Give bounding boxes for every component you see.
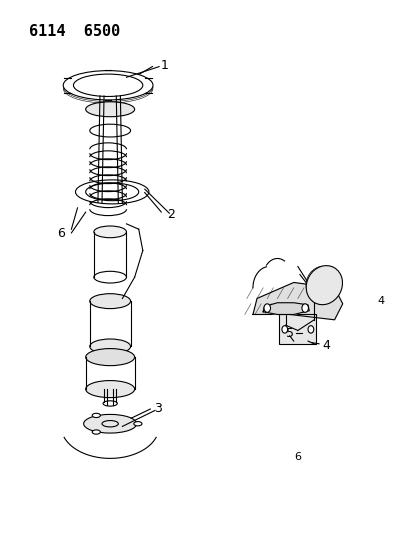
Polygon shape	[253, 282, 343, 320]
Circle shape	[308, 326, 314, 333]
Ellipse shape	[84, 415, 137, 433]
Text: 6: 6	[57, 227, 65, 240]
Ellipse shape	[94, 226, 126, 238]
Circle shape	[264, 304, 271, 312]
Text: 3: 3	[154, 402, 162, 415]
Ellipse shape	[306, 265, 342, 305]
Ellipse shape	[90, 294, 131, 309]
Text: 6114  6500: 6114 6500	[29, 24, 120, 39]
Ellipse shape	[92, 413, 100, 417]
Text: 1: 1	[161, 59, 169, 71]
Text: 5: 5	[286, 327, 294, 340]
Ellipse shape	[90, 339, 131, 354]
Ellipse shape	[86, 381, 135, 398]
Ellipse shape	[134, 422, 142, 426]
Ellipse shape	[86, 102, 135, 117]
Text: 4: 4	[322, 339, 330, 352]
Text: 2: 2	[167, 208, 175, 221]
Ellipse shape	[86, 349, 135, 366]
Polygon shape	[263, 303, 309, 314]
Text: 6: 6	[294, 453, 301, 462]
Text: 4: 4	[377, 296, 384, 306]
Ellipse shape	[92, 430, 100, 434]
FancyBboxPatch shape	[279, 314, 316, 344]
Circle shape	[282, 326, 288, 333]
Circle shape	[302, 304, 308, 312]
